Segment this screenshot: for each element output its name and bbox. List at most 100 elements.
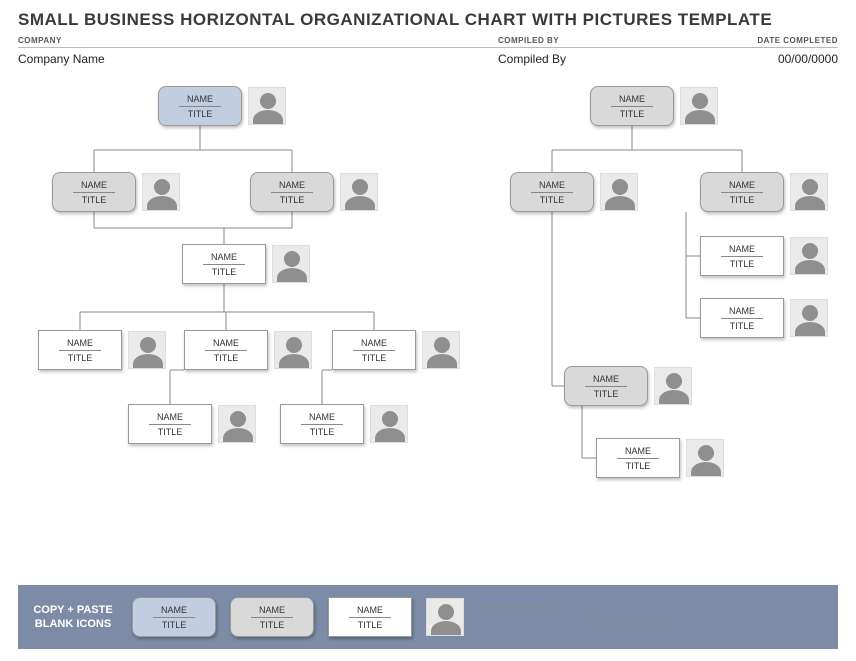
avatar-icon <box>370 405 408 443</box>
card-name: NAME <box>67 338 93 348</box>
card-divider <box>251 617 293 618</box>
org-card: NAME TITLE <box>158 86 242 126</box>
meta-compiled: COMPILED BY Compiled By <box>498 36 698 66</box>
card-name: NAME <box>211 252 237 262</box>
org-card: NAMETITLE <box>250 172 334 212</box>
card-divider <box>531 192 573 193</box>
avatar-icon <box>340 173 378 211</box>
card-title: TITLE <box>310 427 335 437</box>
card-title: TITLE <box>260 620 285 630</box>
card-title: TITLE <box>626 461 651 471</box>
card-title: TITLE <box>594 389 619 399</box>
card-title: TITLE <box>212 267 237 277</box>
card-name: NAME <box>539 180 565 190</box>
org-node: NAME TITLE <box>700 172 828 212</box>
org-card: NAMETITLE <box>510 172 594 212</box>
org-node: NAME TITLE <box>38 330 166 370</box>
card-title: TITLE <box>188 109 213 119</box>
org-card: NAME TITLE <box>328 597 412 637</box>
meta-compiled-label: COMPILED BY <box>498 36 698 48</box>
org-node: NAME TITLE <box>52 172 180 212</box>
avatar-icon <box>272 245 310 283</box>
avatar-icon <box>790 237 828 275</box>
org-card: NAME TITLE <box>128 404 212 444</box>
org-node: NAME TITLE <box>280 404 408 444</box>
card-name: NAME <box>619 94 645 104</box>
card-name: NAME <box>187 94 213 104</box>
card-title: TITLE <box>162 620 187 630</box>
card-title: TITLE <box>158 427 183 437</box>
meta-company: COMPANY Company Name <box>18 36 498 66</box>
footer: COPY + PASTE BLANK ICONS NAME TITLE NAME TI… <box>18 585 838 649</box>
avatar-icon <box>790 299 828 337</box>
org-card: NAME TITLE <box>38 330 122 370</box>
org-node: NAME TITLE <box>128 404 256 444</box>
org-node: NAME TITLE <box>590 86 718 126</box>
avatar-icon <box>680 87 718 125</box>
card-title: TITLE <box>730 259 755 269</box>
card-title: TITLE <box>214 353 239 363</box>
footer-label-line1: COPY + PASTE <box>33 604 112 616</box>
avatar-icon <box>274 331 312 369</box>
org-node: NAME TITLE <box>564 366 692 406</box>
avatar-icon <box>128 331 166 369</box>
card-name: NAME <box>357 605 383 615</box>
org-node: NAME TITLE <box>596 438 724 478</box>
card-divider <box>585 386 627 387</box>
org-card: NAME TITLE <box>700 172 784 212</box>
card-name: NAME <box>361 338 387 348</box>
avatar-icon <box>654 367 692 405</box>
avatar-icon <box>426 598 464 636</box>
footer-label: COPY + PASTE BLANK ICONS <box>28 603 118 632</box>
avatar-icon <box>248 87 286 125</box>
card-name: NAME <box>157 412 183 422</box>
card-title: TITLE <box>620 109 645 119</box>
org-card: NAME TITLE <box>132 597 216 637</box>
org-card: NAME TITLE <box>700 236 784 276</box>
card-divider <box>353 350 395 351</box>
org-node: NAME TITLE <box>700 236 828 276</box>
card-divider <box>611 106 653 107</box>
card-divider <box>721 192 763 193</box>
meta-company-value: Company Name <box>18 48 498 66</box>
card-name: NAME <box>729 180 755 190</box>
page-title: SMALL BUSINESS HORIZONTAL ORGANIZATIONAL… <box>0 0 856 36</box>
card-name: NAME <box>81 180 107 190</box>
card-name: NAME <box>625 446 651 456</box>
card-name: NAME <box>279 180 305 190</box>
card-name: NAME <box>729 306 755 316</box>
avatar-icon <box>790 173 828 211</box>
card-title: TITLE <box>730 195 755 205</box>
meta-row: COMPANY Company Name COMPILED BY Compile… <box>0 36 856 66</box>
card-divider <box>73 192 115 193</box>
meta-company-label: COMPANY <box>18 36 498 48</box>
org-node: NAMETITLE <box>510 172 638 212</box>
card-divider <box>617 458 659 459</box>
org-card: NAME TITLE <box>596 438 680 478</box>
org-card: NAME TITLE <box>52 172 136 212</box>
card-name: NAME <box>309 412 335 422</box>
org-card: NAME TITLE <box>182 244 266 284</box>
org-card: NAMETITLE <box>332 330 416 370</box>
org-card: NAMETITLE <box>700 298 784 338</box>
card-title: TITLE <box>82 195 107 205</box>
card-title: TITLE <box>68 353 93 363</box>
org-node: NAMETITLE <box>184 330 312 370</box>
card-divider <box>59 350 101 351</box>
card-name: NAME <box>161 605 187 615</box>
chart-area: NAME TITLE NAME TITLE NAME TITLE NAME TITLE NAME… <box>0 66 856 546</box>
meta-date-value: 00/00/0000 <box>698 48 838 66</box>
org-card: NAMETITLE <box>184 330 268 370</box>
card-name: NAME <box>729 244 755 254</box>
avatar-icon <box>218 405 256 443</box>
card-title: TITLE <box>358 620 383 630</box>
org-node: NAME TITLE <box>158 86 286 126</box>
card-divider <box>203 264 245 265</box>
card-name: NAME <box>593 374 619 384</box>
card-divider <box>149 424 191 425</box>
org-node: NAMETITLE <box>250 172 378 212</box>
avatar-icon <box>422 331 460 369</box>
org-card: NAME TITLE <box>564 366 648 406</box>
card-divider <box>179 106 221 107</box>
card-divider <box>349 617 391 618</box>
